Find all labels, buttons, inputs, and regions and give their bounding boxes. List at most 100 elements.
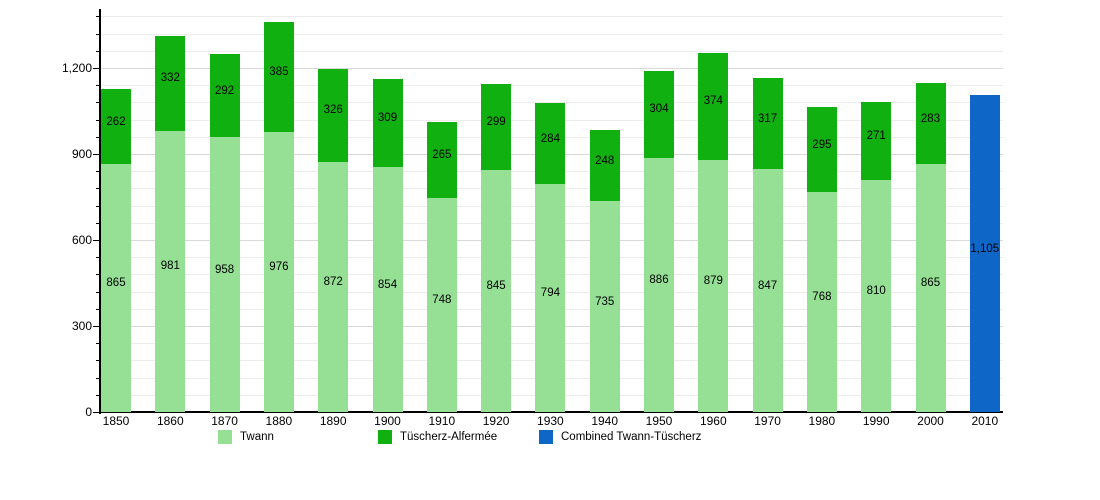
minor-gridline <box>100 16 1003 18</box>
bar-segment-twann-1950 <box>644 158 674 412</box>
bar-segment-twann-1930 <box>535 184 566 412</box>
x-axis-label: 1960 <box>699 414 727 428</box>
y-minor-tick <box>96 188 100 190</box>
legend: Twann Tüscherz-Alfermée Combined Twann-T… <box>0 429 1100 447</box>
bar-segment-t-scherz-alferm-e-1890 <box>318 68 349 163</box>
y-axis-tick-label: 600 <box>71 233 92 247</box>
y-minor-tick <box>96 222 100 224</box>
bar-value-label: 748 <box>432 293 452 306</box>
major-gridline <box>100 68 1003 69</box>
legend-item-combined: Combined Twann-Tüscherz <box>539 429 701 445</box>
x-axis-label: 2010 <box>971 414 999 428</box>
bar-value-label: 768 <box>812 290 832 303</box>
bar-segment-t-scherz-alferm-e-1860 <box>155 35 186 131</box>
y-axis-line <box>99 9 101 414</box>
bar-value-label: 326 <box>323 104 343 117</box>
bar-value-label: 283 <box>920 112 941 125</box>
bar-value-label: 265 <box>432 148 452 161</box>
bar-value-label: 872 <box>323 276 343 288</box>
bar-value-label: 248 <box>595 154 615 167</box>
bar-value-label: 735 <box>595 295 615 308</box>
legend-label-twann: Twann <box>240 431 274 443</box>
y-major-tick <box>93 154 100 155</box>
y-minor-tick <box>96 33 100 35</box>
bar-value-label: 292 <box>215 84 235 97</box>
minor-gridline <box>100 33 1003 35</box>
y-major-tick <box>93 68 100 69</box>
y-axis-tick-label: 0 <box>85 405 92 419</box>
bar-segment-twann-1980 <box>806 191 837 412</box>
bar-segment-twann-1910 <box>426 197 457 412</box>
bar-segment-t-scherz-alferm-e-1980 <box>806 107 837 192</box>
x-axis-label: 1880 <box>265 414 293 428</box>
y-minor-tick <box>96 377 100 379</box>
bar-segment-t-scherz-alferm-e-1960 <box>698 52 729 160</box>
bar-segment-t-scherz-alferm-e-1900 <box>372 78 403 168</box>
x-axis-label: 2000 <box>917 414 944 428</box>
bar-segment-t-scherz-alferm-e-1870 <box>209 53 240 138</box>
bar-segment-twann-1880 <box>263 132 294 412</box>
bar-value-label: 385 <box>269 66 289 78</box>
bar-segment-twann-1870 <box>209 137 240 412</box>
bar-value-label: 845 <box>486 279 506 292</box>
bar-segment-twann-1990 <box>861 179 892 412</box>
bar-value-label: 271 <box>866 130 886 142</box>
bar-segment-combined-twann-t-scherz-2010 <box>969 95 1000 412</box>
x-axis-label: 1900 <box>374 414 401 428</box>
y-minor-tick <box>96 85 100 87</box>
minor-gridline <box>100 102 1003 104</box>
minor-gridline <box>100 85 1003 87</box>
y-major-tick <box>93 412 100 413</box>
bar-segment-t-scherz-alferm-e-1970 <box>752 78 783 170</box>
x-axis-line <box>100 411 1003 413</box>
bar-value-label: 317 <box>758 112 778 125</box>
bar-segment-t-scherz-alferm-e-1940 <box>589 130 620 202</box>
x-axis-label: 1860 <box>156 414 184 428</box>
x-axis-label: 1930 <box>537 414 564 428</box>
bar-value-label: 865 <box>920 277 941 289</box>
bar-segment-t-scherz-alferm-e-1950 <box>644 70 674 158</box>
bar-value-label: 958 <box>215 263 235 276</box>
bar-value-label: 810 <box>866 284 886 297</box>
bar-value-label: 981 <box>160 260 180 273</box>
bar-value-label: 332 <box>160 72 180 85</box>
y-minor-tick <box>96 343 100 345</box>
x-axis-label: 1940 <box>591 414 619 428</box>
y-minor-tick <box>96 102 100 104</box>
bar-segment-t-scherz-alferm-e-1930 <box>535 103 566 185</box>
twann-swatch-icon <box>218 430 232 444</box>
bar-segment-twann-2000 <box>915 164 946 412</box>
bar-value-label: 879 <box>703 275 723 287</box>
y-minor-tick <box>96 308 100 310</box>
bar-value-label: 886 <box>649 274 669 286</box>
y-minor-tick <box>96 16 100 18</box>
bar-value-label: 976 <box>269 261 289 274</box>
y-minor-tick <box>96 291 100 293</box>
bar-value-label: 262 <box>106 115 126 128</box>
y-minor-tick <box>96 136 100 138</box>
x-axis-label: 1890 <box>319 414 347 428</box>
x-axis-label: 1910 <box>428 414 456 428</box>
bar-segment-twann-1900 <box>372 167 403 412</box>
y-axis-tick-label: 900 <box>71 147 92 161</box>
x-axis-label: 1870 <box>211 414 238 428</box>
bar-segment-t-scherz-alferm-e-2000 <box>915 82 946 164</box>
y-major-tick <box>93 326 100 327</box>
bar-segment-twann-1860 <box>155 130 186 412</box>
y-major-tick <box>93 240 100 241</box>
legend-item-tuscherz-alfermee: Tüscherz-Alfermée <box>378 429 497 445</box>
y-axis-tick-label: 300 <box>71 319 92 333</box>
y-minor-tick <box>96 171 100 173</box>
bar-segment-twann-1970 <box>752 169 783 412</box>
bar-value-label: 309 <box>377 111 398 124</box>
y-minor-tick <box>96 394 100 396</box>
bar-segment-t-scherz-alferm-e-1850 <box>101 88 131 164</box>
tuscherz-alfermee-swatch-icon <box>378 430 392 444</box>
y-minor-tick <box>96 274 100 276</box>
bar-segment-twann-1960 <box>698 160 729 412</box>
combined-swatch-icon <box>539 430 553 444</box>
bar-value-label: 794 <box>540 287 560 300</box>
bar-value-label: 854 <box>377 278 398 291</box>
x-axis-label: 1850 <box>102 414 130 428</box>
